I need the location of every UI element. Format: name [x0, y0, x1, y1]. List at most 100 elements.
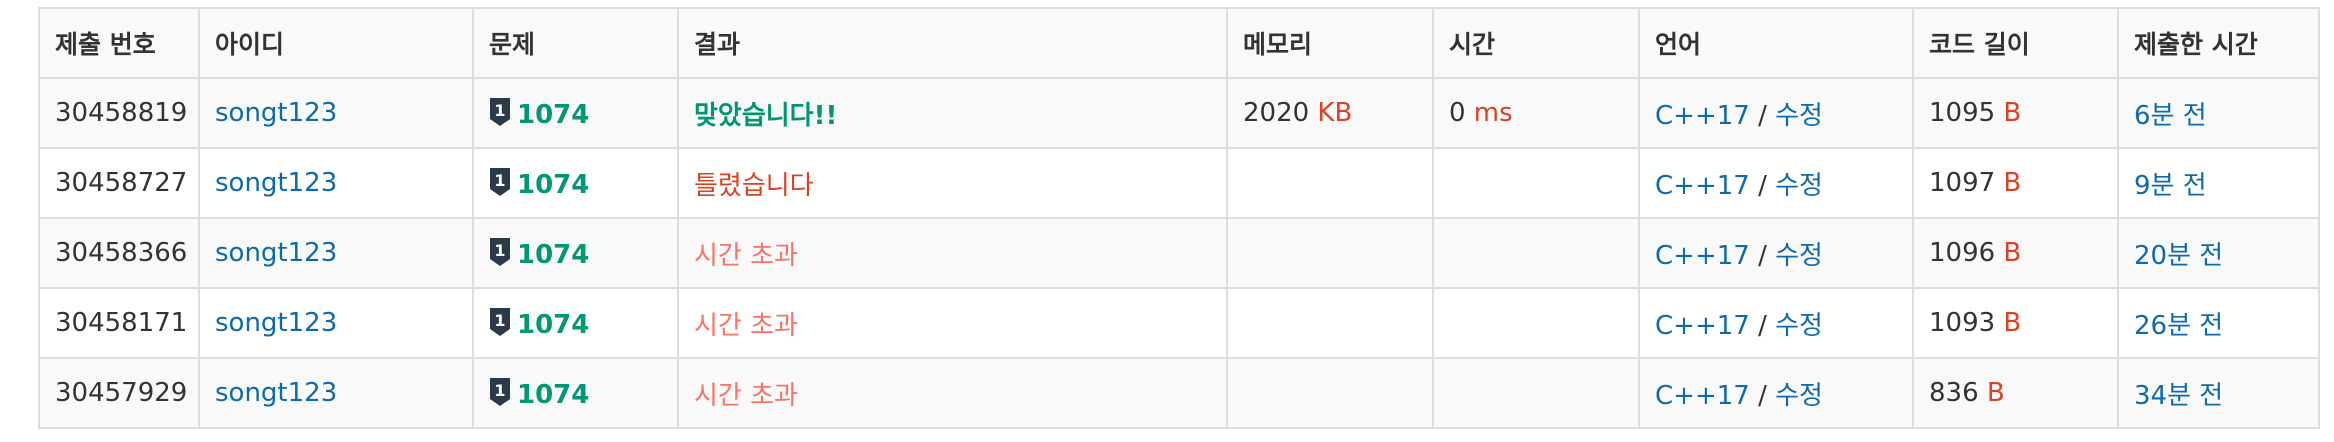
- language-link[interactable]: C++17: [1655, 380, 1750, 411]
- code-length-value: 1093: [1929, 308, 1996, 338]
- edit-link[interactable]: 수정: [1775, 380, 1823, 411]
- problem-tier-icon: 1: [489, 97, 517, 130]
- code-length-unit: B: [1995, 168, 2022, 198]
- user-link[interactable]: songt123: [215, 168, 338, 198]
- submission-id: 30458819: [38, 77, 200, 149]
- code-length-unit: B: [1978, 378, 2005, 408]
- tier-badge-shape: [490, 307, 510, 336]
- code-length-cell: 1093 B: [1912, 287, 2119, 359]
- header-result: 결과: [677, 7, 1228, 79]
- table-row: 30458819 songt123 1 1074 맞았습니다!! 2020 KB …: [38, 77, 2320, 149]
- submitted-at-link[interactable]: 20분 전: [2134, 240, 2224, 271]
- memory-cell: [1226, 217, 1434, 289]
- tier-badge-label: 1: [494, 171, 505, 190]
- tier-badge-label: 1: [494, 381, 505, 400]
- code-length-value: 1097: [1929, 168, 1996, 198]
- submission-id: 30458366: [38, 217, 200, 289]
- table-body: 30458819 songt123 1 1074 맞았습니다!! 2020 KB …: [38, 77, 2320, 429]
- user-link[interactable]: songt123: [215, 308, 338, 338]
- submitted-at-cell: 9분 전: [2117, 147, 2320, 219]
- code-length-value: 836: [1929, 378, 1979, 408]
- submitted-at-cell: 6분 전: [2117, 77, 2320, 149]
- submission-id: 30458727: [38, 147, 200, 219]
- problem-tier-icon: 1: [489, 377, 517, 410]
- time-unit: ms: [1465, 98, 1513, 128]
- header-code-length: 코드 길이: [1912, 7, 2119, 79]
- table-row: 30457929 songt123 1 1074 시간 초과 C++17 / 수정…: [38, 357, 2320, 429]
- language-separator: /: [1749, 310, 1776, 341]
- language-cell: C++17 / 수정: [1638, 357, 1914, 429]
- result-text: 시간 초과: [694, 380, 798, 411]
- result-cell: 맞았습니다!!: [677, 77, 1228, 149]
- code-length-unit: B: [1995, 98, 2022, 128]
- problem-tier-icon: 1: [489, 167, 517, 200]
- memory-unit: KB: [1309, 98, 1353, 128]
- language-link[interactable]: C++17: [1655, 100, 1750, 131]
- time-value: 0: [1449, 98, 1466, 128]
- language-link[interactable]: C++17: [1655, 310, 1750, 341]
- result-text: 시간 초과: [694, 240, 798, 271]
- edit-link[interactable]: 수정: [1775, 170, 1823, 201]
- result-cell: 시간 초과: [677, 217, 1228, 289]
- language-cell: C++17 / 수정: [1638, 217, 1914, 289]
- result-cell: 시간 초과: [677, 287, 1228, 359]
- result-text: 맞았습니다!!: [694, 100, 838, 131]
- language-separator: /: [1749, 100, 1776, 131]
- user-cell: songt123: [198, 287, 474, 359]
- table-header-row: 제출 번호 아이디 문제 결과 메모리 시간 언어 코드 길이 제출한 시간: [38, 7, 2320, 79]
- table-row: 30458727 songt123 1 1074 틀렸습니다 C++17 / 수정…: [38, 147, 2320, 219]
- language-link[interactable]: C++17: [1655, 240, 1750, 271]
- result-cell: 시간 초과: [677, 357, 1228, 429]
- tier-badge-shape: [490, 97, 510, 126]
- header-memory: 메모리: [1226, 7, 1434, 79]
- problem-link[interactable]: 1074: [517, 99, 590, 130]
- problem-link[interactable]: 1074: [517, 169, 590, 200]
- submitted-at-link[interactable]: 34분 전: [2134, 380, 2224, 411]
- submitted-at-link[interactable]: 26분 전: [2134, 310, 2224, 341]
- memory-cell: [1226, 147, 1434, 219]
- language-separator: /: [1749, 380, 1776, 411]
- edit-link[interactable]: 수정: [1775, 240, 1823, 271]
- submitted-at-link[interactable]: 9분 전: [2134, 170, 2207, 201]
- submitted-at-cell: 20분 전: [2117, 217, 2320, 289]
- result-text: 틀렸습니다: [694, 170, 814, 201]
- user-cell: songt123: [198, 147, 474, 219]
- memory-cell: [1226, 357, 1434, 429]
- code-length-unit: B: [1995, 308, 2022, 338]
- submitted-at-cell: 34분 전: [2117, 357, 2320, 429]
- time-cell: 0 ms: [1432, 77, 1640, 149]
- table-row: 30458171 songt123 1 1074 시간 초과 C++17 / 수정…: [38, 287, 2320, 359]
- problem-tier-icon: 1: [489, 307, 517, 340]
- problem-link[interactable]: 1074: [517, 239, 590, 270]
- language-cell: C++17 / 수정: [1638, 147, 1914, 219]
- user-cell: songt123: [198, 77, 474, 149]
- submission-id: 30458171: [38, 287, 200, 359]
- problem-cell: 1 1074: [472, 217, 679, 289]
- code-length-cell: 836 B: [1912, 357, 2119, 429]
- memory-cell: 2020 KB: [1226, 77, 1434, 149]
- problem-link[interactable]: 1074: [517, 379, 590, 410]
- tier-badge-shape: [490, 167, 510, 196]
- code-length-cell: 1097 B: [1912, 147, 2119, 219]
- problem-cell: 1 1074: [472, 147, 679, 219]
- user-link[interactable]: songt123: [215, 378, 338, 408]
- tier-badge-icon: 1: [490, 237, 510, 266]
- user-link[interactable]: songt123: [215, 98, 338, 128]
- tier-badge-icon: 1: [490, 167, 510, 196]
- time-cell: [1432, 217, 1640, 289]
- time-cell: [1432, 287, 1640, 359]
- edit-link[interactable]: 수정: [1775, 310, 1823, 341]
- status-table-container: 제출 번호 아이디 문제 결과 메모리 시간 언어 코드 길이 제출한 시간 3…: [38, 7, 2320, 429]
- code-length-cell: 1095 B: [1912, 77, 2119, 149]
- problem-tier-icon: 1: [489, 237, 517, 270]
- edit-link[interactable]: 수정: [1775, 100, 1823, 131]
- header-submitted-at: 제출한 시간: [2117, 7, 2320, 79]
- submitted-at-link[interactable]: 6분 전: [2134, 100, 2207, 131]
- language-link[interactable]: C++17: [1655, 170, 1750, 201]
- table-row: 30458366 songt123 1 1074 시간 초과 C++17 / 수정…: [38, 217, 2320, 289]
- language-separator: /: [1749, 240, 1776, 271]
- tier-badge-label: 1: [494, 101, 505, 120]
- header-problem: 문제: [472, 7, 679, 79]
- user-link[interactable]: songt123: [215, 238, 338, 268]
- problem-link[interactable]: 1074: [517, 309, 590, 340]
